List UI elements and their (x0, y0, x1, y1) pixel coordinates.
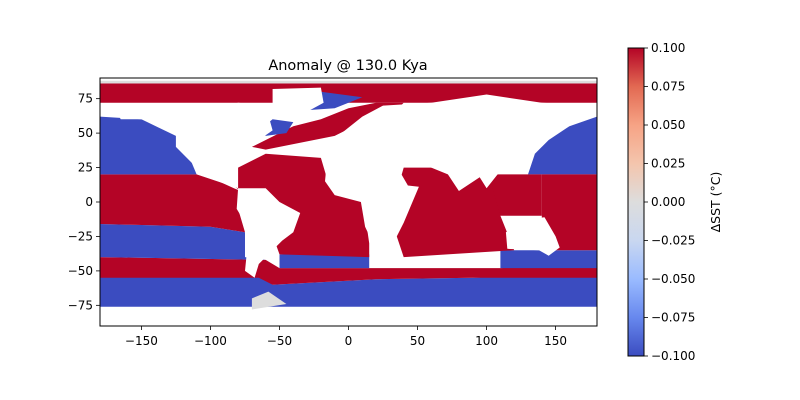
colorbar-tick-label: 0.075 (651, 80, 685, 94)
maritime-continent-warm (486, 174, 542, 216)
y-tick-label: 50 (78, 126, 93, 140)
y-tick-label: −75 (68, 298, 93, 312)
x-tick-label: 150 (544, 334, 567, 348)
eurasia-land (334, 94, 597, 191)
north-atlantic-warm (251, 102, 404, 150)
y-tick-label: 75 (78, 92, 93, 106)
colorbar-label: ΔSST (°C) (708, 172, 723, 233)
colorbar-axis: −0.100 −0.075 −0.050 −0.025 0.000 0.025 0.050 0… (644, 41, 695, 363)
x-tick-label: −150 (125, 334, 158, 348)
x-tick-label: −100 (194, 334, 227, 348)
y-axis: −75 −50 −25 0 25 50 75 (68, 92, 100, 312)
x-axis: −150 −100 −50 0 50 100 150 (125, 326, 567, 348)
colorbar-tick-label: 0.000 (651, 195, 685, 209)
chart-title: Anomaly @ 130.0 Kya (268, 58, 427, 74)
y-tick-label: 0 (85, 195, 93, 209)
south-pacific-cold (100, 224, 266, 260)
colorbar-tick-label: 0.025 (651, 157, 685, 171)
antarctica-land (100, 312, 597, 326)
x-tick-label: 50 (410, 334, 425, 348)
colorbar-tick-label: −0.075 (651, 311, 695, 325)
western-north-pacific-cold (528, 116, 597, 175)
x-tick-label: 0 (345, 334, 353, 348)
tasman-cold (500, 250, 597, 269)
greenland-land (272, 87, 324, 120)
x-tick-label: 100 (475, 334, 498, 348)
southern-ocean-cold (100, 273, 597, 307)
tropical-pacific-warm (100, 174, 245, 233)
colorbar-tick-label: −0.050 (651, 272, 695, 286)
south-atlantic-cold-fringe (279, 254, 370, 269)
y-tick-label: 25 (78, 161, 93, 175)
africa-land (325, 151, 419, 251)
north-america-land (116, 102, 273, 191)
north-pacific-cold (100, 116, 197, 175)
southern-midlat-warm (100, 257, 597, 285)
colorbar-tick-label: −0.100 (651, 349, 695, 363)
colorbar-tick-label: 0.050 (651, 118, 685, 132)
y-tick-label: −50 (68, 264, 93, 278)
tropical-atlantic-warm (238, 153, 370, 258)
colorbar-tick-label: −0.025 (651, 234, 695, 248)
south-america-land (236, 188, 301, 278)
australia-land (505, 217, 560, 256)
weddell-neutral (251, 291, 287, 310)
western-pacific-warm (541, 174, 597, 251)
indian-ocean-warm (389, 167, 515, 258)
colorbar (628, 48, 644, 356)
x-tick-label: −50 (267, 334, 292, 348)
colorbar-tick-label: 0.100 (651, 41, 685, 55)
anomaly-map (100, 78, 597, 326)
y-tick-label: −25 (68, 229, 93, 243)
